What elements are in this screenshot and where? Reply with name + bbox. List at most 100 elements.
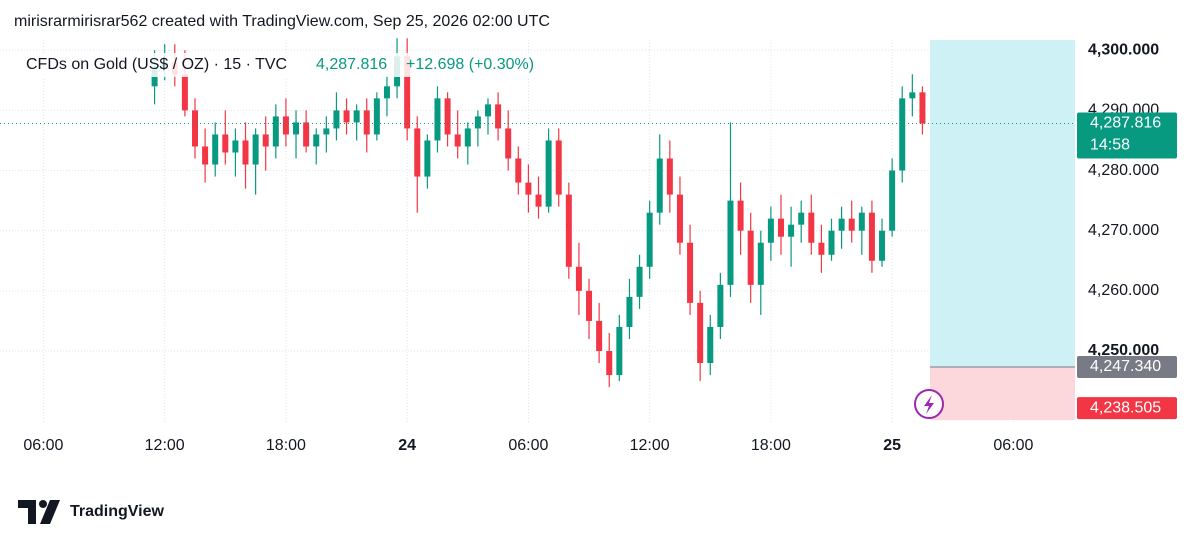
candle-body: [505, 128, 512, 159]
last-price-label: 4,287.816: [1090, 115, 1161, 132]
candle-body: [282, 116, 289, 135]
candle-body: [838, 218, 845, 231]
candle-body: [373, 98, 380, 135]
last-price-box: [1077, 112, 1177, 159]
candle-body: [565, 194, 572, 267]
candle-body: [879, 230, 886, 261]
candle-body: [757, 242, 764, 285]
candle-body: [191, 110, 198, 147]
candle-body: [818, 242, 825, 255]
candle-body: [575, 266, 582, 291]
alert-icon: [914, 389, 944, 419]
y-tick-label: 4,270.000: [1088, 222, 1159, 239]
candle-body: [515, 158, 522, 183]
candle-body: [525, 182, 532, 195]
candle-body: [232, 140, 239, 153]
candle-body: [293, 122, 300, 135]
candle-body: [788, 224, 795, 237]
candle-body: [636, 266, 643, 297]
y-tick-label: 4,250.000: [1088, 342, 1159, 359]
x-tick-label: 18:00: [266, 437, 306, 454]
legend-change: +12.698 (+0.30%): [406, 56, 534, 73]
candle-body: [707, 326, 714, 364]
candle-body: [242, 140, 249, 165]
candle-body: [868, 212, 875, 261]
candle-body: [252, 134, 259, 165]
candle-body: [626, 296, 633, 327]
candle-body: [808, 212, 815, 243]
candle-body: [798, 212, 805, 225]
legend-price: 4,287.816: [316, 56, 387, 73]
candle-body: [858, 212, 865, 231]
candle-body: [828, 230, 835, 255]
candle-body: [899, 98, 906, 171]
candle-body: [616, 326, 623, 376]
entry-label-box: [1077, 356, 1177, 379]
candle-body: [484, 104, 491, 117]
x-tick-label: 06:00: [508, 437, 548, 454]
candle-body: [303, 122, 310, 147]
candle-body: [474, 116, 481, 129]
candle-body: [596, 320, 603, 352]
candle-body: [343, 110, 350, 123]
legend-symbol: CFDs on Gold (US$ / OZ) · 15 · TVC: [26, 56, 287, 73]
legend-bg: [20, 53, 550, 77]
candle-body: [212, 134, 219, 165]
candle-body: [151, 68, 158, 87]
stop-zone: [930, 367, 1075, 421]
candle-body: [464, 128, 471, 147]
candle-body: [676, 194, 683, 243]
x-tick-label: 24: [398, 437, 416, 454]
y-tick-label: 4,280.000: [1088, 162, 1159, 179]
candle-body: [747, 230, 754, 285]
logo: [18, 500, 60, 524]
candle-body: [767, 218, 774, 243]
x-tick-label: 25: [883, 437, 901, 454]
entry-label: 4,247.340: [1090, 358, 1161, 375]
y-tick-label: 4,300.000: [1088, 41, 1159, 58]
candle-body: [414, 128, 421, 177]
candle-body: [181, 74, 188, 111]
candle-body: [909, 92, 916, 99]
x-tick-label: 06:00: [993, 437, 1033, 454]
target-zone: [930, 40, 1075, 368]
x-tick-label: 06:00: [23, 437, 63, 454]
y-tick-label: 4,260.000: [1088, 282, 1159, 299]
candle-body: [656, 158, 663, 213]
candle-body: [848, 218, 855, 231]
candle-body: [444, 98, 451, 135]
candle-body: [737, 200, 744, 231]
x-tick-label: 18:00: [751, 437, 791, 454]
candle-body: [586, 290, 593, 321]
stop-label-box: [1077, 397, 1177, 420]
candle-body: [717, 284, 724, 327]
candle-body: [727, 200, 734, 285]
candle-body: [383, 86, 390, 99]
alert-bolt: [924, 395, 934, 414]
candle-body: [202, 146, 209, 165]
candle-body: [434, 98, 441, 141]
candle-body: [555, 140, 562, 195]
candle-body: [545, 140, 552, 207]
brand: TradingView: [70, 503, 165, 520]
x-tick-label: 12:00: [145, 437, 185, 454]
stop-label: 4,238.505: [1090, 399, 1161, 416]
candle-body: [697, 302, 704, 364]
candle-body: [353, 110, 360, 123]
candle-body: [323, 128, 330, 135]
candle-body: [889, 170, 896, 231]
candle-body: [535, 194, 542, 207]
candle-body: [262, 134, 269, 147]
candle-body: [646, 212, 653, 267]
header: mirisrarmirisrar562 created with Trading…: [14, 13, 550, 30]
candle-body: [333, 110, 340, 129]
candle-body: [454, 134, 461, 147]
candle-body: [777, 218, 784, 237]
candle-body: [313, 134, 320, 147]
candle-body: [222, 134, 229, 153]
candle-body: [495, 104, 502, 129]
candle-body: [404, 56, 411, 129]
countdown: 14:58: [1090, 137, 1130, 154]
x-tick-label: 12:00: [630, 437, 670, 454]
